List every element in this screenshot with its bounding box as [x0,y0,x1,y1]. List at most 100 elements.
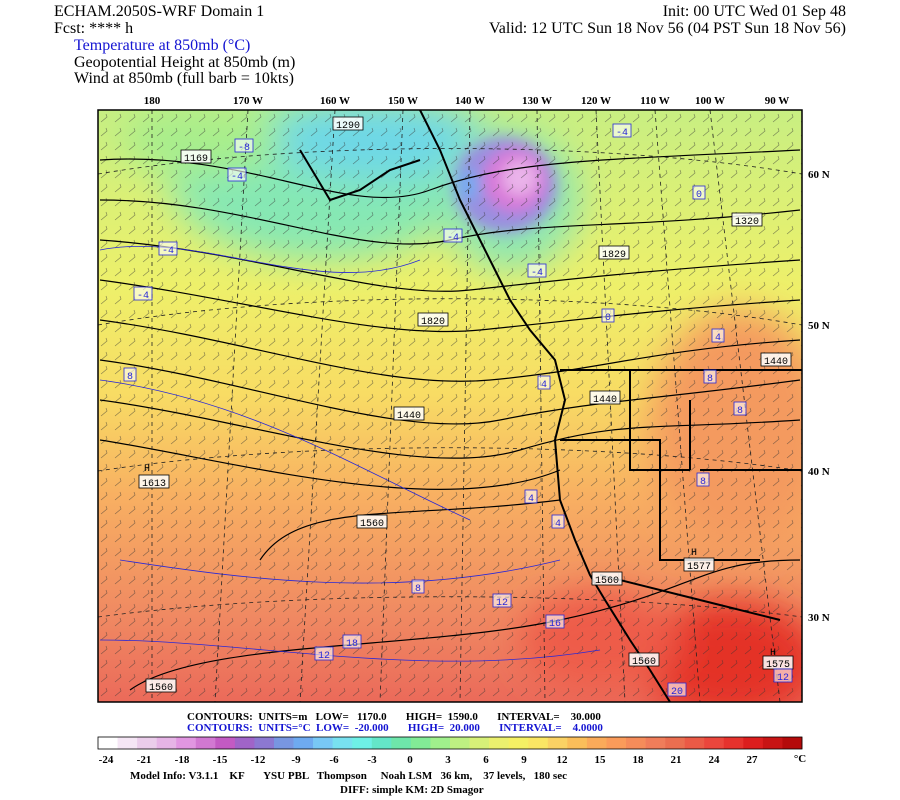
contour-label: 4 [541,380,547,391]
colorbar-swatch [645,737,666,749]
map-frame [97,109,803,703]
latitude-label: 50 N [808,320,830,332]
colorbar-swatch [352,737,373,749]
colorbar-label: -15 [213,754,228,766]
colorbar-swatch [137,737,157,749]
contour-label: 12 [777,673,789,684]
contour-label-box [628,652,660,667]
colorbar-label: 18 [633,754,645,766]
contour-label-box [683,557,715,572]
contour-label-box [411,579,425,594]
contour-label-box [537,375,551,390]
colorbar-swatch [450,737,470,749]
contour-label: 4 [715,333,721,344]
longitude-label: 120 W [581,95,611,107]
longitude-label: 100 W [695,95,725,107]
contour-label-box [342,634,362,649]
colorbar-swatch [547,737,568,749]
contour-label: 1560 [149,683,173,694]
colorbar-label: -6 [329,754,339,766]
contour-label: 4 [528,494,534,505]
contour-label-box [598,245,630,260]
colorbar-label: 21 [671,754,682,766]
contours-height: CONTOURS: UNITS=m LOW= 1170.0 HIGH= 1590… [187,711,601,723]
forecast: Fcst: **** h [54,20,133,37]
map-field [98,110,802,702]
contour-label-box [703,369,717,384]
colorbar-label: -18 [175,754,190,766]
contour-label-box [601,308,615,323]
contour-label: 8 [737,406,743,417]
contour-label-box [733,401,747,416]
colorbar-swatch [195,737,216,749]
colorbar-label: -24 [99,754,114,766]
colorbar-swatch [567,737,588,749]
longitude-label: 130 W [522,95,552,107]
colorbar-swatch [743,737,764,749]
contour-label: 1560 [632,657,656,668]
contour-label-box [760,352,792,367]
contour-label: 8 [707,374,713,385]
colorbar-swatch [762,737,783,749]
contour-label-box [589,390,621,405]
colorbar-swatch [606,737,627,749]
colorbar-label: 12 [557,754,569,766]
latitude-label: 40 N [808,466,830,478]
contour-label: 8 [415,584,421,595]
model-info: Model Info: V3.1.1 KF YSU PBL Thompson N… [130,770,567,782]
contour-label: H [691,548,697,559]
colorbar-swatch [626,737,646,749]
contour-label: 0 [696,190,702,201]
contour-label-box [417,312,449,327]
contour-label-box [227,167,247,182]
contour-label-box [356,514,388,529]
latitude-label: 30 N [808,612,830,624]
colorbar-swatch [665,737,685,749]
field-height: Geopotential Height at 850mb (m) [74,54,295,71]
colorbar-swatch [215,737,236,749]
contour-label-box [711,328,725,343]
contour-label: H [144,464,150,475]
colorbar-swatch [332,737,353,749]
colorbar-swatch [489,737,509,749]
contour-label: 1829 [602,250,626,261]
colorbar-swatch [704,737,725,749]
colorbar-label: -3 [367,754,377,766]
contour-label-box [234,138,254,153]
contour-label: -4 [531,268,543,279]
colorbar-swatch [274,737,294,749]
longitude-label: 140 W [455,95,485,107]
colorbar-label: 0 [407,754,413,766]
contour-label: -4 [447,233,459,244]
colorbar-swatch [371,737,392,749]
contour-label-box [145,678,177,693]
contour-label-box [138,474,170,489]
colorbar-unit: °C [794,753,806,765]
contour-label: -4 [137,291,149,302]
contours-temperature: CONTOURS: UNITS=°C LOW= -20.000 HIGH= 20… [187,722,603,734]
contour-label: 12 [496,598,508,609]
colorbar-swatch [469,737,490,749]
contour-label-box [332,116,364,131]
longitude-label: 110 W [640,95,669,107]
contour-label-box [443,228,463,243]
contour-label-box [524,489,538,504]
contour-label-box [133,286,153,301]
colorbar-swatch [156,737,177,749]
longitude-label: 90 W [765,95,790,107]
contour-label: 1820 [421,317,445,328]
contour-label-box [314,646,334,661]
field-wind: Wind at 850mb (full barb = 10kts) [74,70,294,87]
colorbar-label: 27 [747,754,759,766]
contour-label: -8 [238,143,250,154]
contour-label: 8 [700,477,706,488]
colorbar-swatch [508,737,529,749]
contour-label: 1577 [687,562,711,573]
longitude-label: 180 [144,95,161,107]
colorbar-label: -12 [251,754,266,766]
contour-label: 8 [127,372,133,383]
contour-label-box [731,212,763,227]
diff-info: DIFF: simple KM: 2D Smagor [340,784,484,796]
contour-label: 1320 [735,217,759,228]
